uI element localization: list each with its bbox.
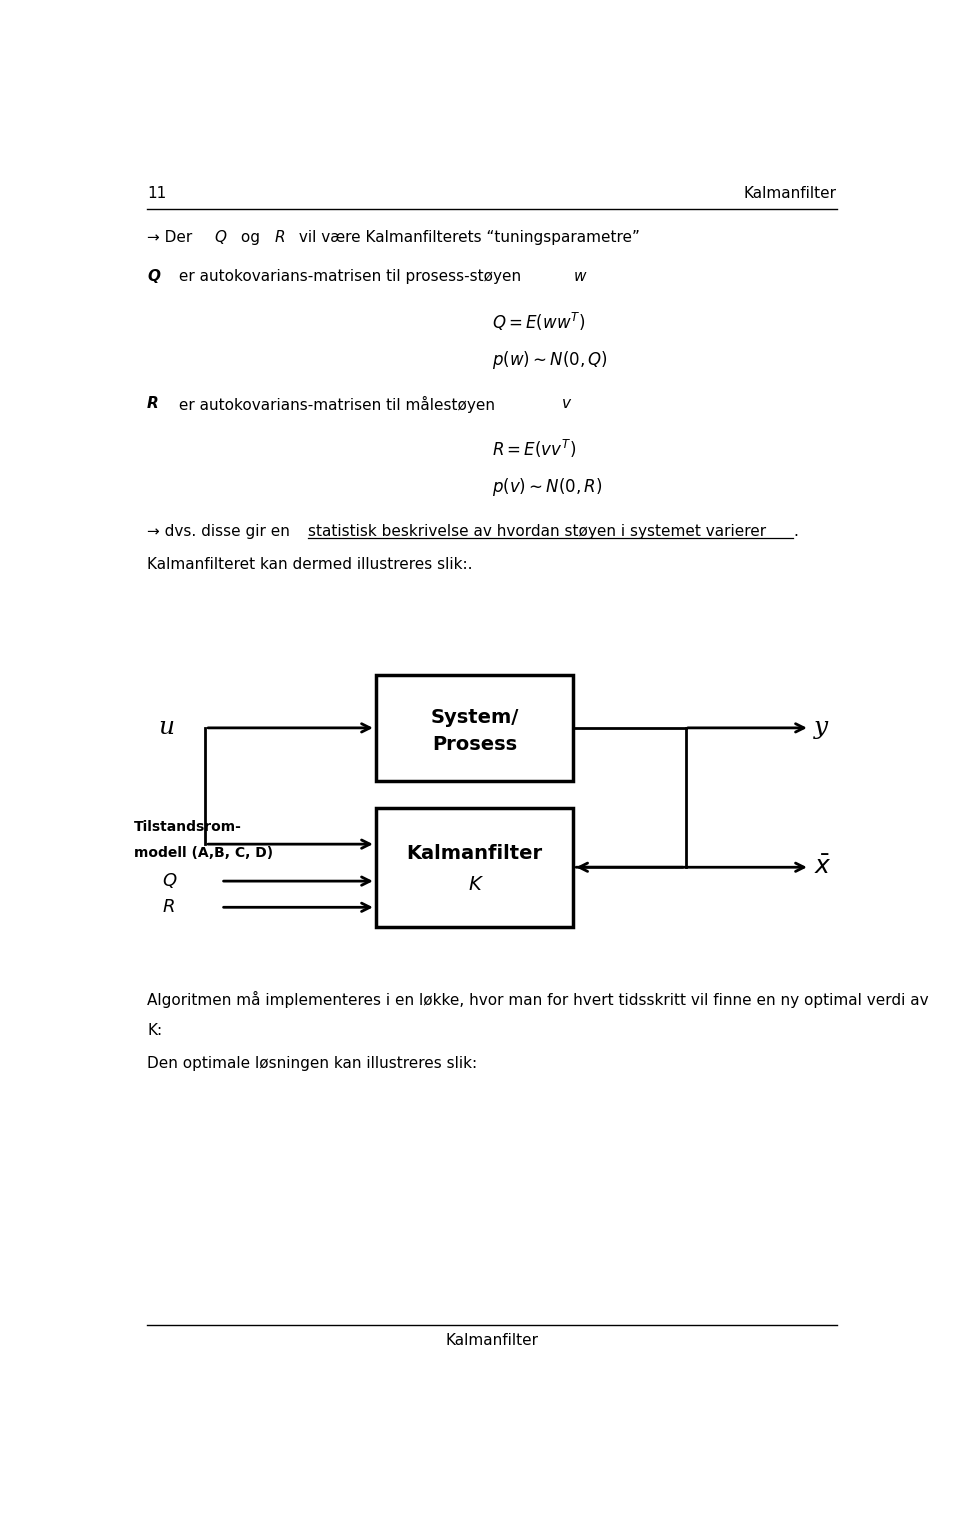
- Text: R: R: [147, 395, 158, 410]
- Text: Q: Q: [214, 230, 227, 245]
- Text: K:: K:: [147, 1023, 162, 1038]
- Text: Q: Q: [147, 269, 160, 283]
- Text: y: y: [814, 716, 828, 740]
- Text: v: v: [562, 395, 571, 410]
- Text: K: K: [468, 875, 481, 894]
- Text: statistisk beskrivelse av hvordan støyen i systemet varierer: statistisk beskrivelse av hvordan støyen…: [307, 523, 766, 539]
- Text: Kalmanfilter: Kalmanfilter: [406, 844, 542, 862]
- Text: R: R: [275, 230, 286, 245]
- Text: vil være Kalmanfilterets “tuningsparametre”: vil være Kalmanfilterets “tuningsparamet…: [294, 230, 639, 245]
- Text: Prosess: Prosess: [432, 735, 517, 755]
- Text: → Der: → Der: [147, 230, 197, 245]
- Text: $p(v) \sim N(0, R)$: $p(v) \sim N(0, R)$: [492, 477, 603, 498]
- Text: System/: System/: [430, 708, 518, 728]
- Text: Algoritmen må implementeres i en løkke, hvor man for hvert tidsskritt vil finne : Algoritmen må implementeres i en løkke, …: [147, 991, 928, 1008]
- Text: $Q = E(ww^T)$: $Q = E(ww^T)$: [492, 310, 586, 333]
- Text: er autokovarians-matrisen til prosess-støyen: er autokovarians-matrisen til prosess-st…: [175, 269, 526, 283]
- Text: R: R: [162, 899, 175, 917]
- Text: Kalmanfilteret kan dermed illustreres slik:.: Kalmanfilteret kan dermed illustreres sl…: [147, 557, 472, 572]
- Text: Kalmanfilter: Kalmanfilter: [744, 186, 837, 201]
- Bar: [375, 675, 573, 781]
- Text: Den optimale løsningen kan illustreres slik:: Den optimale løsningen kan illustreres s…: [147, 1056, 477, 1071]
- Text: 11: 11: [147, 186, 166, 201]
- Text: $R = E(vv^T)$: $R = E(vv^T)$: [492, 437, 576, 460]
- Text: → dvs. disse gir en: → dvs. disse gir en: [147, 523, 295, 539]
- Text: er autokovarians-matrisen til målestøyen: er autokovarians-matrisen til målestøyen: [175, 395, 500, 413]
- Text: w: w: [573, 269, 586, 283]
- Text: Q: Q: [162, 871, 177, 890]
- Text: Kalmanfilter: Kalmanfilter: [445, 1333, 539, 1348]
- Bar: [375, 808, 573, 927]
- Text: Tilstandsrom-: Tilstandsrom-: [134, 820, 242, 834]
- Text: og: og: [236, 230, 265, 245]
- Text: u: u: [158, 716, 175, 740]
- Text: modell (A,B, C, D): modell (A,B, C, D): [134, 846, 273, 861]
- Text: $\bar{x}$: $\bar{x}$: [814, 855, 831, 879]
- Text: .: .: [794, 523, 799, 539]
- Text: $p(w) \sim N(0, Q)$: $p(w) \sim N(0, Q)$: [492, 350, 608, 371]
